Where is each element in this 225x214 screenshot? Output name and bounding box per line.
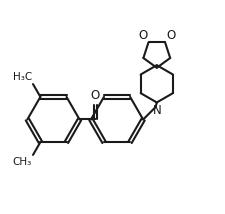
Text: H₃C: H₃C: [13, 72, 32, 82]
Text: O: O: [91, 89, 100, 102]
Text: CH₃: CH₃: [13, 157, 32, 167]
Text: O: O: [166, 29, 176, 42]
Text: O: O: [138, 29, 147, 42]
Text: N: N: [152, 104, 161, 117]
